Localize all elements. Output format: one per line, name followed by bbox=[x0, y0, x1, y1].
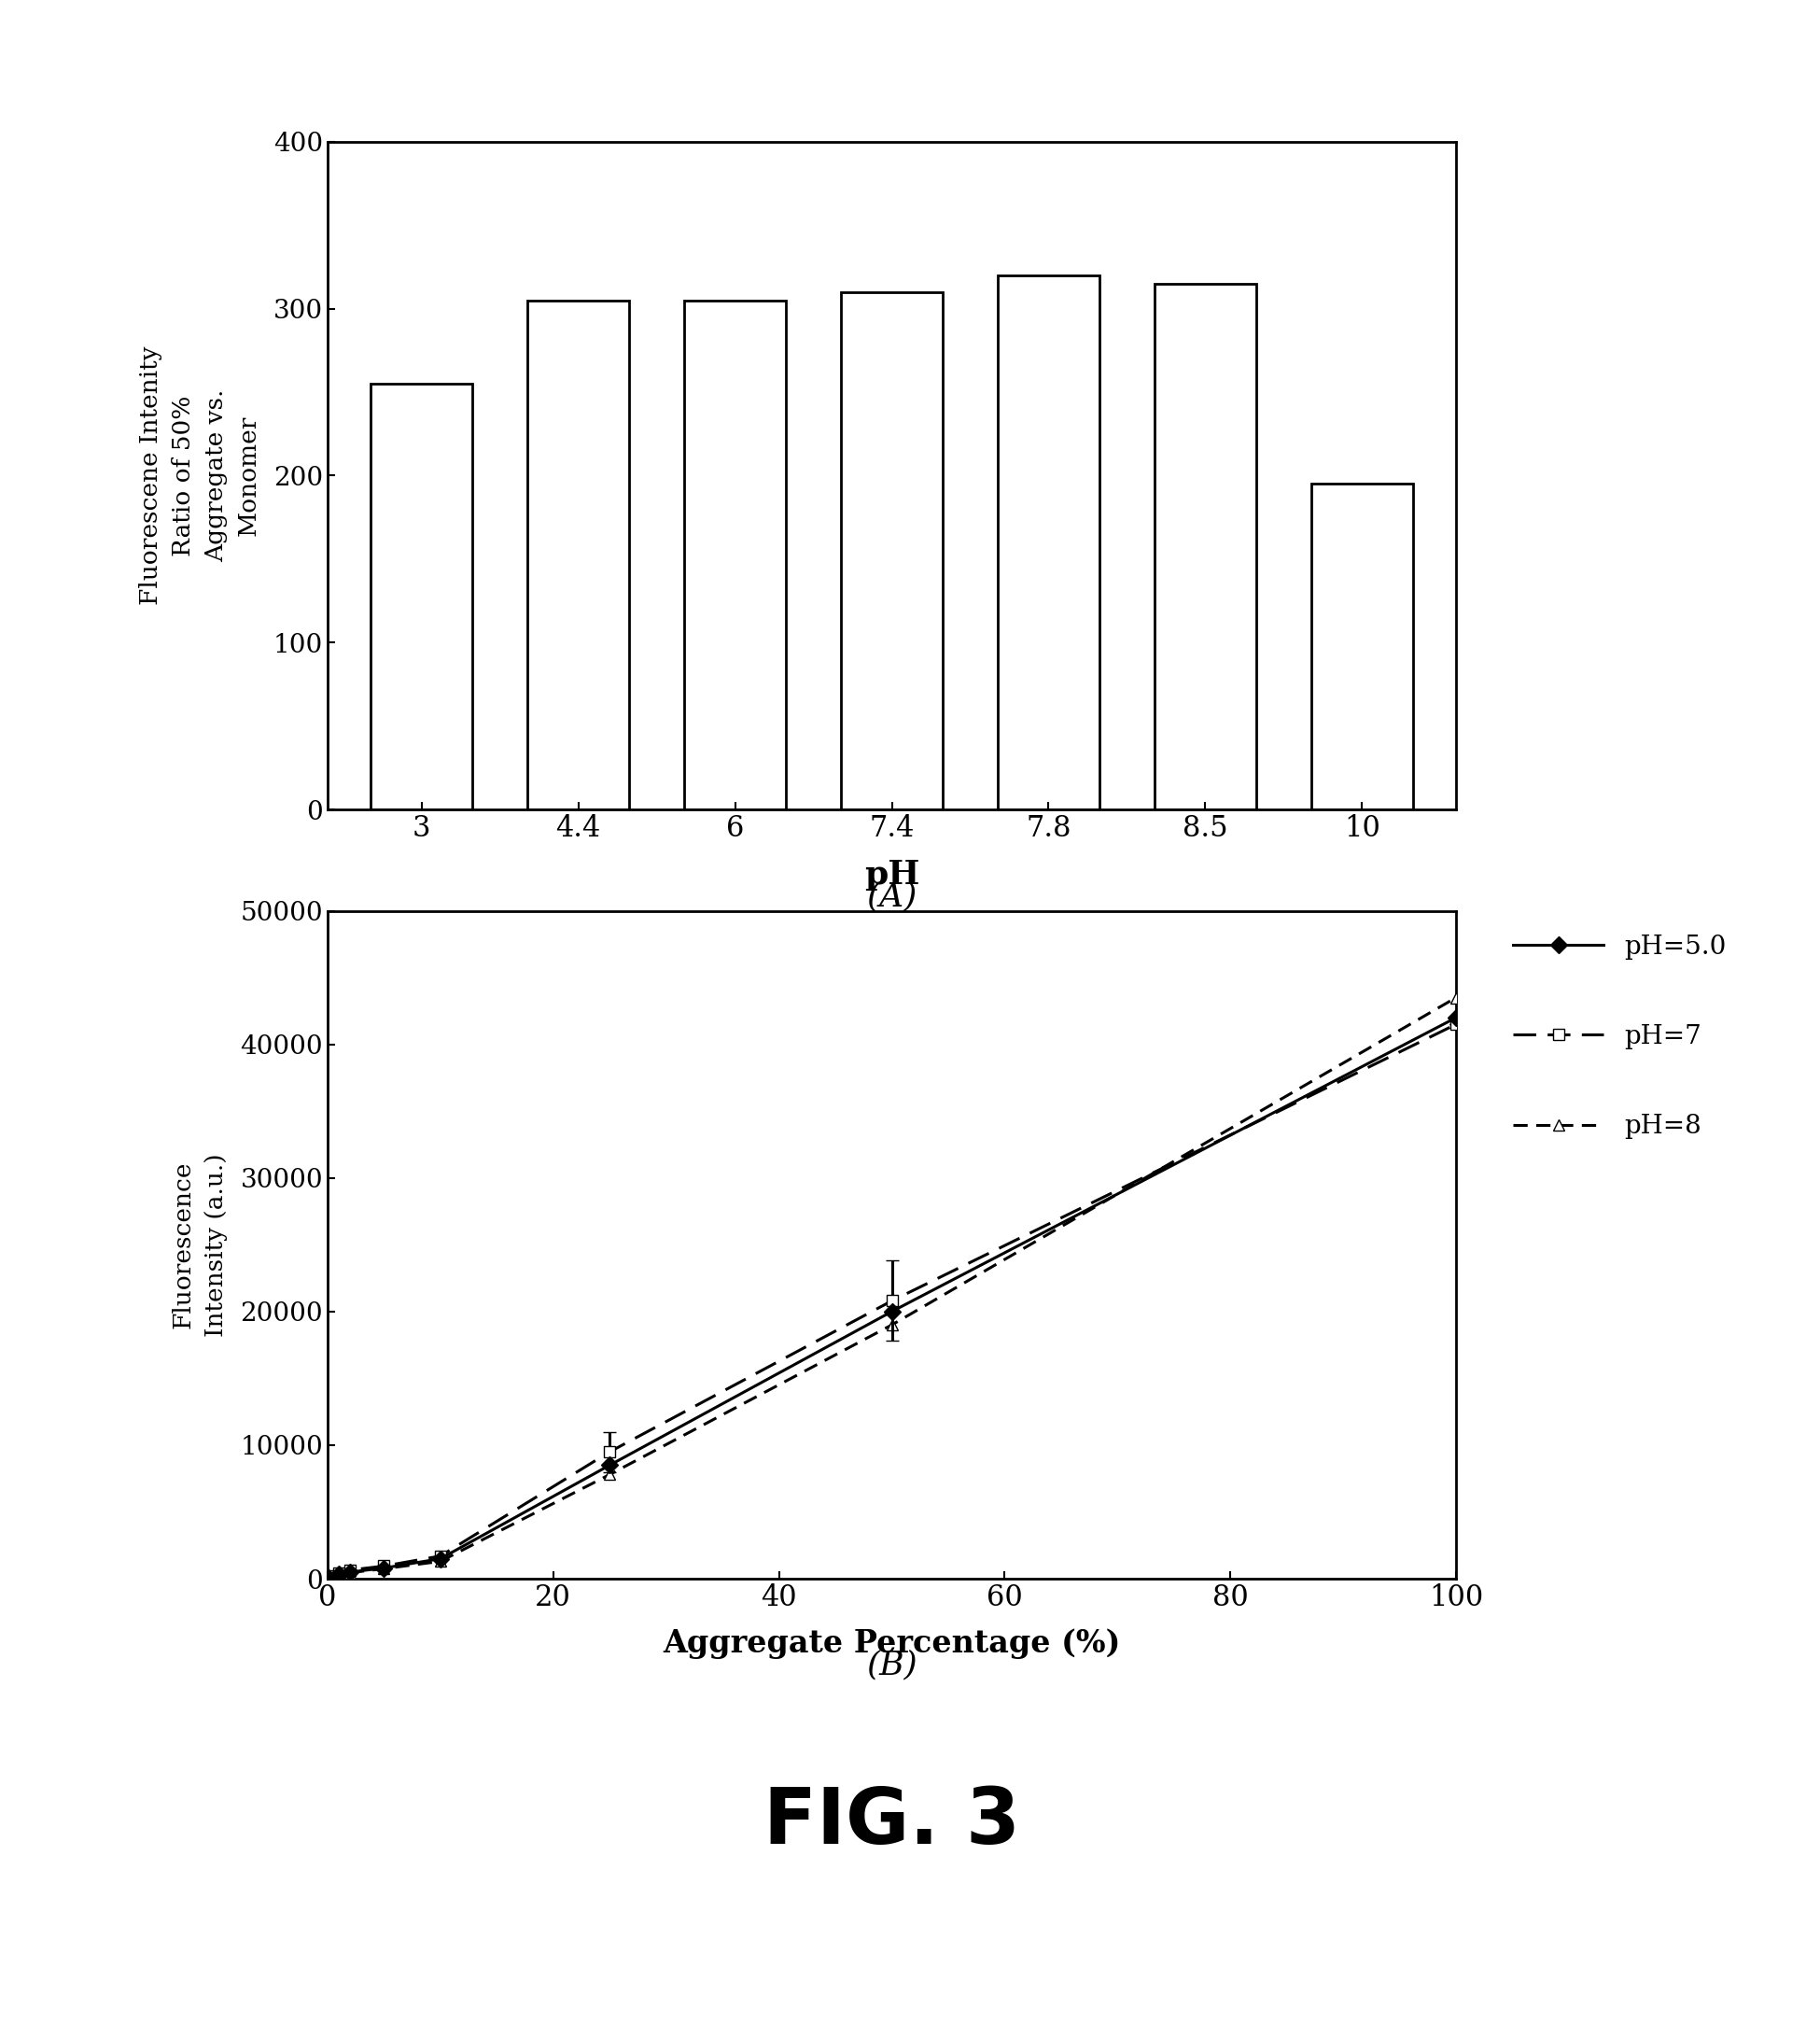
Bar bbox=[841, 291, 943, 810]
X-axis label: pH: pH bbox=[864, 858, 919, 891]
Bar bbox=[1154, 283, 1256, 810]
Text: FIG. 3: FIG. 3 bbox=[763, 1783, 1021, 1860]
Bar bbox=[528, 300, 630, 810]
Bar bbox=[1310, 484, 1412, 810]
Bar bbox=[371, 385, 473, 810]
Y-axis label: Fluorescence
Intensity (a.u.): Fluorescence Intensity (a.u.) bbox=[171, 1154, 228, 1336]
Y-axis label: Fluorescene Intenity
Ratio of 50%
Aggregate vs.
Monomer: Fluorescene Intenity Ratio of 50% Aggreg… bbox=[138, 346, 260, 605]
Text: (A): (A) bbox=[866, 880, 917, 913]
Text: (B): (B) bbox=[866, 1650, 917, 1682]
X-axis label: Aggregate Percentage (%): Aggregate Percentage (%) bbox=[662, 1627, 1121, 1658]
Legend: pH=5.0, pH=7, pH=8: pH=5.0, pH=7, pH=8 bbox=[1503, 923, 1736, 1150]
Bar bbox=[997, 275, 1099, 810]
Bar bbox=[684, 300, 786, 810]
